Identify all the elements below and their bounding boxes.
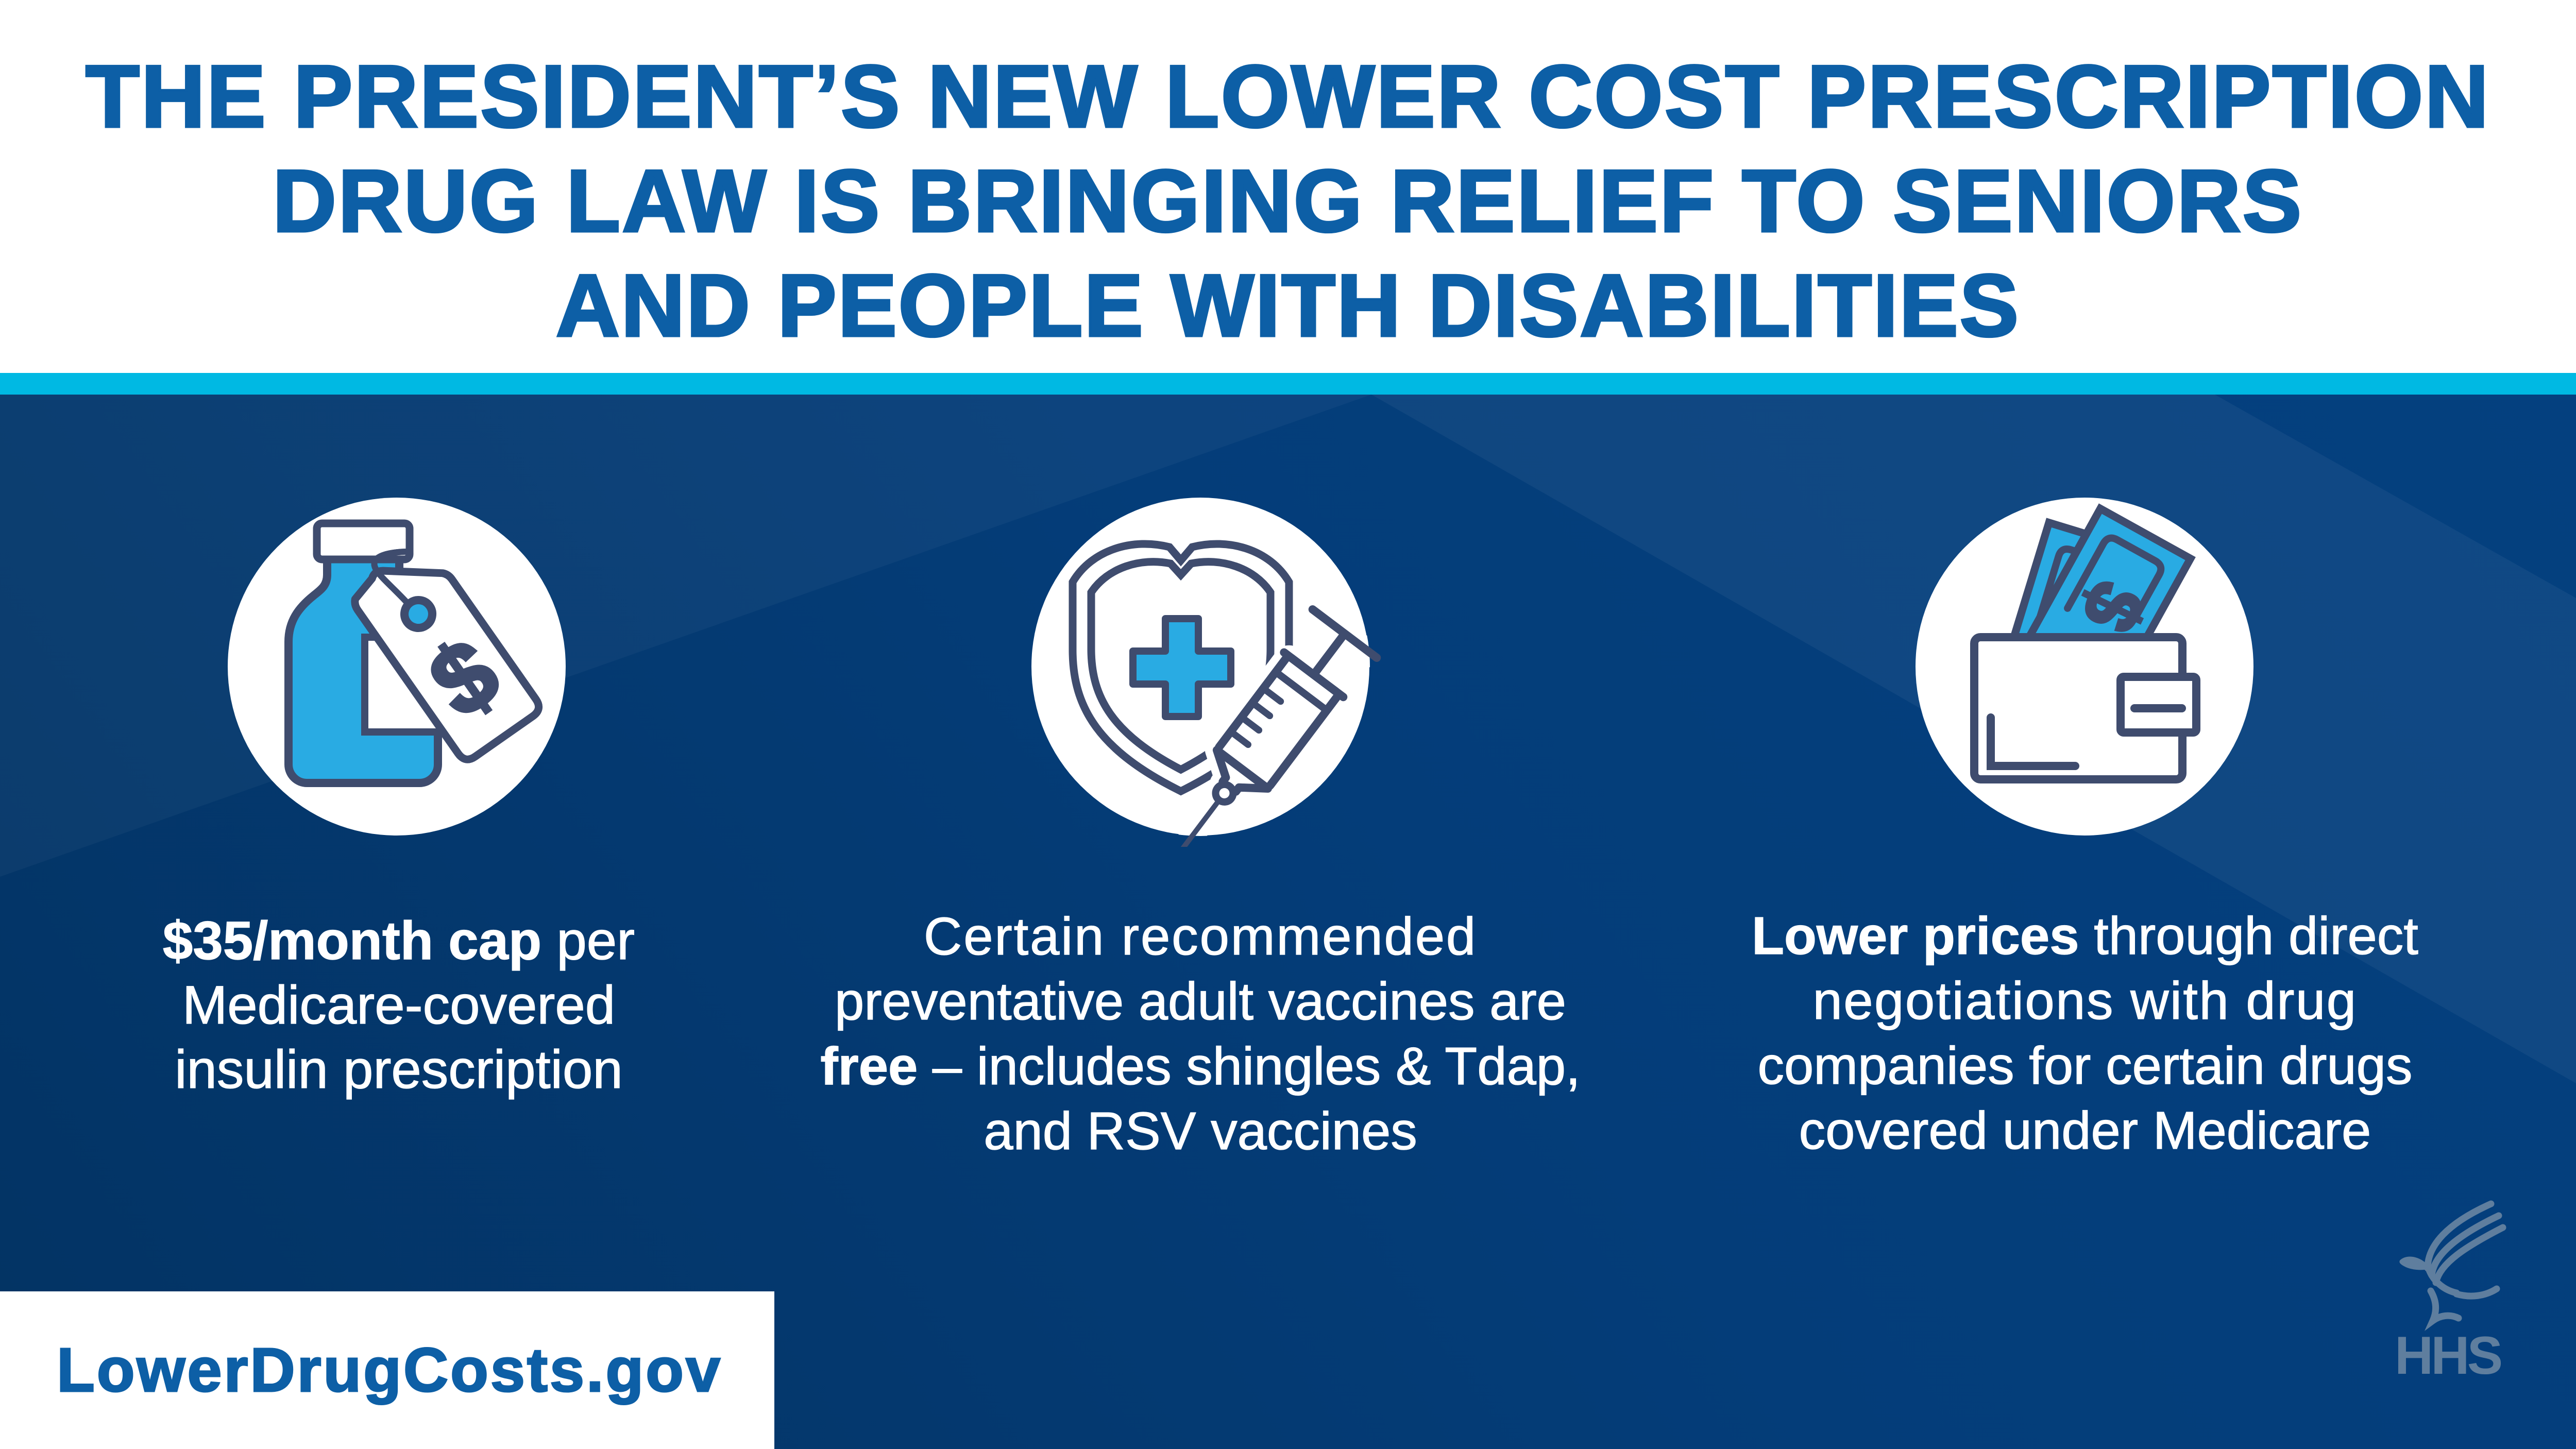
svg-text:HHS: HHS [2395, 1326, 2501, 1386]
